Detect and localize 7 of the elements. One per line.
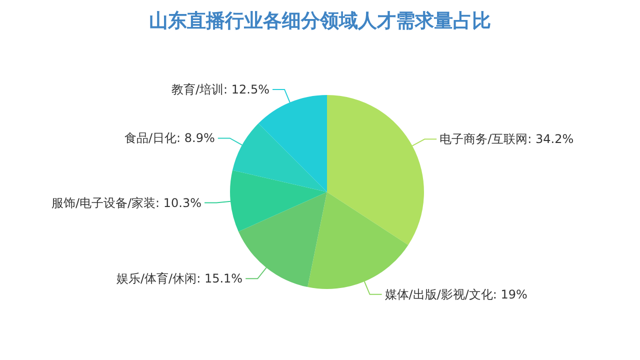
slice-label: 教育/培训: 12.5%	[171, 82, 270, 96]
slice-label: 电子商务/互联网: 34.2%	[440, 132, 574, 146]
slice-label: 娱乐/体育/休闲: 15.1%	[116, 272, 243, 286]
chart-title: 山东直播行业各细分领域人才需求量占比	[148, 9, 492, 34]
slice-label: 服饰/电子设备/家装: 10.3%	[51, 196, 202, 210]
slice-label: 食品/日化: 8.9%	[124, 131, 215, 146]
slice-label: 媒体/出版/影视/文化: 19%	[384, 287, 528, 302]
